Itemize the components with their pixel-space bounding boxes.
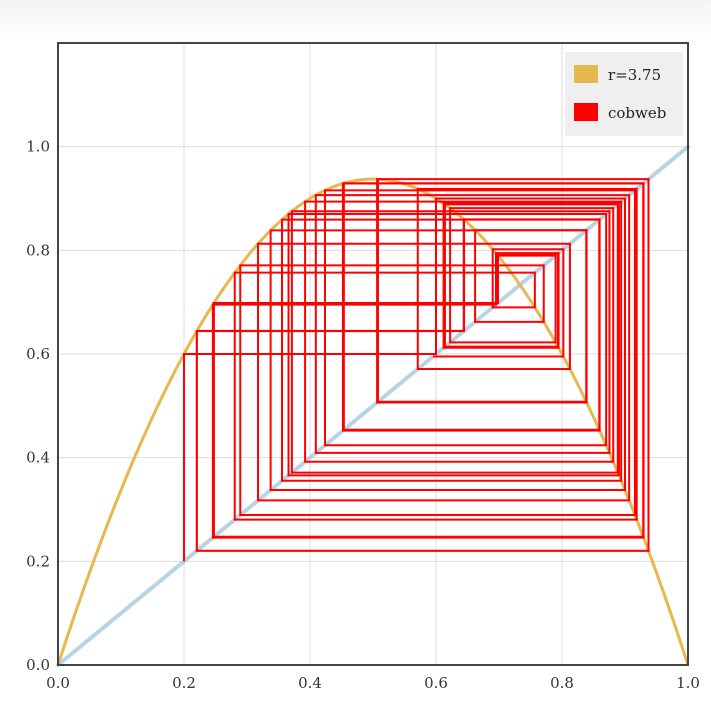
x-tick-label: 0.8 <box>550 674 574 692</box>
logistic-curve <box>56 177 690 666</box>
x-tick-label: 0.2 <box>172 674 196 692</box>
y-tick-label: 0.4 <box>26 449 50 467</box>
legend-label-2: cobweb <box>608 104 666 122</box>
cobweb-path <box>183 178 650 562</box>
y-tick-label: 0.2 <box>26 552 50 570</box>
x-tick-label: 0.6 <box>424 674 448 692</box>
legend-swatch-0 <box>574 65 598 83</box>
series-layer <box>56 144 690 667</box>
y-tick-label: 1.0 <box>26 138 50 156</box>
x-tick-label: 0.0 <box>46 674 70 692</box>
y-axis-ticks: 0.0 0.2 0.4 0.6 0.8 1.0 <box>26 138 50 674</box>
y-tick-label: 0.8 <box>26 241 50 259</box>
legend: r=3.75 cobweb <box>565 52 683 136</box>
legend-swatch-2 <box>574 103 598 121</box>
legend-box <box>565 52 683 136</box>
y-tick-label: 0.6 <box>26 345 50 363</box>
x-axis-ticks: 0.0 0.2 0.4 0.6 0.8 1.0 <box>46 674 700 692</box>
legend-label-0: r=3.75 <box>608 66 661 84</box>
x-tick-label: 0.4 <box>298 674 322 692</box>
x-tick-label: 1.0 <box>676 674 700 692</box>
identity-line <box>56 144 690 667</box>
plot-border <box>57 42 689 666</box>
y-tick-label: 0.0 <box>26 656 50 674</box>
